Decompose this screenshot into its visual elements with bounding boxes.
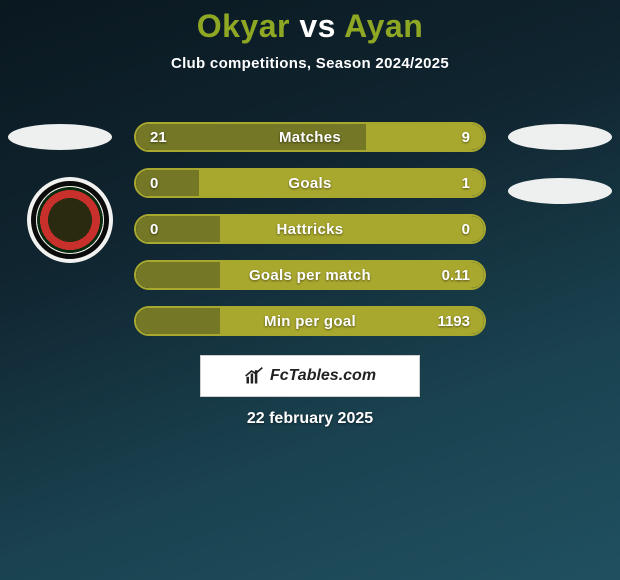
club-badge-inner <box>37 187 103 253</box>
stat-value-right: 0 <box>462 216 470 242</box>
stat-value-left: 0 <box>150 216 158 242</box>
stat-row: Hattricks0 0 <box>134 214 486 244</box>
fctables-logo: FcTables.com <box>200 355 420 397</box>
chart-icon <box>244 366 264 386</box>
comparison-infographic: Okyar vs Ayan Club competitions, Season … <box>0 0 620 580</box>
stat-value-right: 0.11 <box>442 262 470 288</box>
stat-bars: Matches219Goals01Hattricks00Goals per ma… <box>134 122 486 352</box>
date-line: 22 february 2025 <box>0 410 620 428</box>
vs-text: vs <box>299 8 336 44</box>
stat-value-left: 21 <box>150 124 167 150</box>
stat-value-right: 9 <box>462 124 470 150</box>
club-badge <box>27 177 113 263</box>
stat-label: Goals per match <box>136 262 484 288</box>
stat-label: Matches <box>136 124 484 150</box>
stat-row: Matches21 9 <box>134 122 486 152</box>
player2-placeholder-oval-2 <box>508 178 612 204</box>
stat-row: Min per goal1193 <box>134 306 486 336</box>
logo-text: FcTables.com <box>270 367 376 385</box>
player2-placeholder-oval-1 <box>508 124 612 150</box>
stat-row: Goals0 1 <box>134 168 486 198</box>
player1-name: Okyar <box>197 8 290 44</box>
stat-label: Goals <box>136 170 484 196</box>
stat-value-right: 1 <box>462 170 470 196</box>
stat-value-right: 1193 <box>437 308 470 334</box>
player1-placeholder-oval <box>8 124 112 150</box>
club-badge-ring <box>31 181 109 259</box>
stat-label: Hattricks <box>136 216 484 242</box>
stat-value-left: 0 <box>150 170 158 196</box>
stat-row: Goals per match0.11 <box>134 260 486 290</box>
subtitle: Club competitions, Season 2024/2025 <box>0 55 620 72</box>
page-title: Okyar vs Ayan <box>0 0 620 45</box>
stat-label: Min per goal <box>136 308 484 334</box>
player2-name: Ayan <box>344 8 423 44</box>
